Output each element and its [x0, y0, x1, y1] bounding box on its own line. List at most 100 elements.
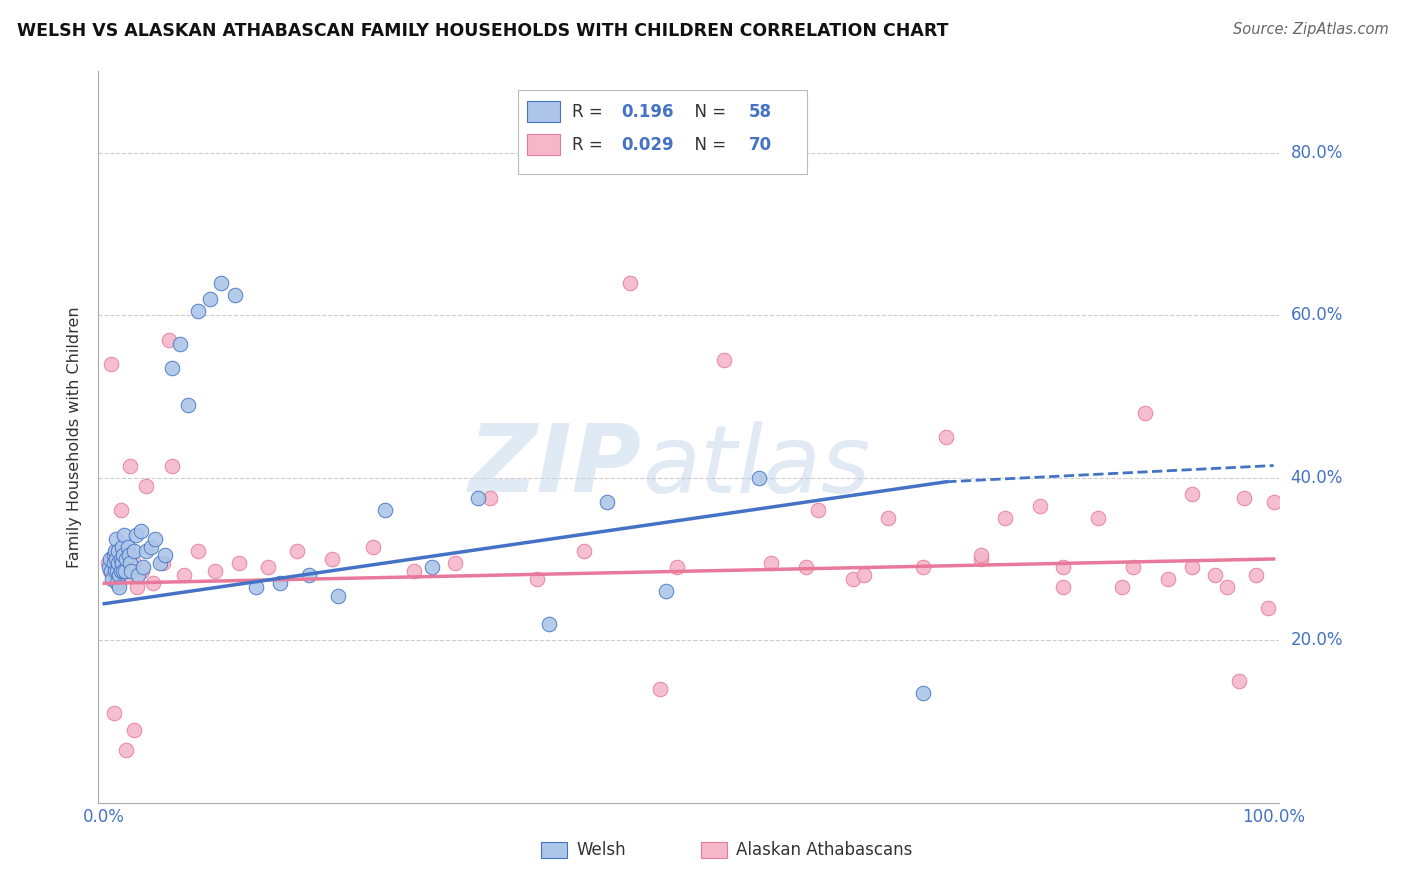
Point — [111, 556, 134, 570]
Point — [713, 352, 735, 367]
Point — [100, 564, 122, 578]
Point — [1257, 600, 1279, 615]
Point — [994, 511, 1017, 525]
Point — [537, 617, 560, 632]
Point — [98, 564, 121, 578]
Text: N =: N = — [685, 103, 731, 120]
Point — [117, 568, 139, 582]
Point — [110, 503, 132, 517]
Y-axis label: Family Households with Children: Family Households with Children — [67, 306, 83, 568]
Point — [101, 552, 124, 566]
Point — [112, 527, 135, 541]
Point — [841, 572, 863, 586]
Point — [1227, 673, 1250, 688]
Point — [135, 544, 157, 558]
Point — [125, 581, 148, 595]
Text: R =: R = — [572, 103, 607, 120]
Point — [104, 552, 127, 566]
Point — [420, 560, 443, 574]
Point — [209, 276, 232, 290]
Point — [1233, 491, 1256, 505]
Point — [160, 361, 183, 376]
Point — [153, 548, 176, 562]
Point — [104, 572, 127, 586]
Point — [374, 503, 396, 517]
Point — [654, 584, 676, 599]
Point — [125, 527, 148, 541]
Point — [122, 556, 145, 570]
Point — [1204, 568, 1226, 582]
Text: 58: 58 — [749, 103, 772, 120]
Point — [127, 568, 149, 582]
Point — [526, 572, 548, 586]
Point — [444, 556, 467, 570]
Text: N =: N = — [685, 136, 731, 153]
Point — [619, 276, 641, 290]
Point — [224, 288, 246, 302]
Text: 70: 70 — [749, 136, 772, 153]
Point — [107, 556, 129, 570]
Point — [108, 568, 131, 582]
Point — [107, 568, 129, 582]
Point — [298, 568, 321, 582]
Point — [794, 560, 817, 574]
Point — [198, 292, 221, 306]
Point — [129, 524, 152, 538]
Point — [131, 564, 153, 578]
Point — [108, 581, 131, 595]
Point — [132, 560, 155, 574]
Point — [876, 511, 898, 525]
Text: atlas: atlas — [641, 421, 870, 512]
Text: Alaskan Athabascans: Alaskan Athabascans — [737, 841, 912, 859]
Point — [105, 560, 128, 574]
Point — [1052, 581, 1074, 595]
Point — [104, 532, 127, 546]
Point — [118, 548, 141, 562]
Point — [911, 686, 934, 700]
FancyBboxPatch shape — [517, 90, 807, 174]
Point — [1133, 406, 1156, 420]
Point — [853, 568, 876, 582]
Point — [173, 568, 195, 582]
Point — [572, 544, 595, 558]
Point — [935, 430, 957, 444]
Point — [269, 576, 291, 591]
Point — [108, 576, 131, 591]
Point — [107, 544, 129, 558]
Point — [204, 564, 226, 578]
Point — [114, 560, 136, 574]
Text: 60.0%: 60.0% — [1291, 306, 1343, 324]
Point — [970, 552, 993, 566]
FancyBboxPatch shape — [527, 102, 560, 122]
Point — [228, 556, 250, 570]
Point — [1216, 581, 1239, 595]
Text: 40.0%: 40.0% — [1291, 468, 1343, 487]
Text: Welsh: Welsh — [576, 841, 626, 859]
Point — [111, 548, 134, 562]
Point — [160, 458, 183, 473]
Point — [152, 556, 174, 570]
Point — [911, 560, 934, 574]
Point — [101, 572, 124, 586]
Point — [115, 552, 138, 566]
Point — [1181, 487, 1204, 501]
Point — [104, 564, 127, 578]
Point — [105, 564, 128, 578]
Point — [100, 357, 122, 371]
Point — [1111, 581, 1133, 595]
Point — [103, 706, 125, 721]
Point — [111, 564, 134, 578]
Point — [361, 540, 384, 554]
Point — [257, 560, 280, 574]
Point — [117, 540, 139, 554]
Point — [245, 581, 267, 595]
Point — [321, 552, 343, 566]
Point — [187, 304, 209, 318]
Point — [142, 576, 165, 591]
Point — [596, 495, 619, 509]
Point — [326, 589, 349, 603]
Point — [666, 560, 689, 574]
Point — [970, 548, 993, 562]
Point — [98, 552, 121, 566]
Text: 80.0%: 80.0% — [1291, 144, 1343, 161]
